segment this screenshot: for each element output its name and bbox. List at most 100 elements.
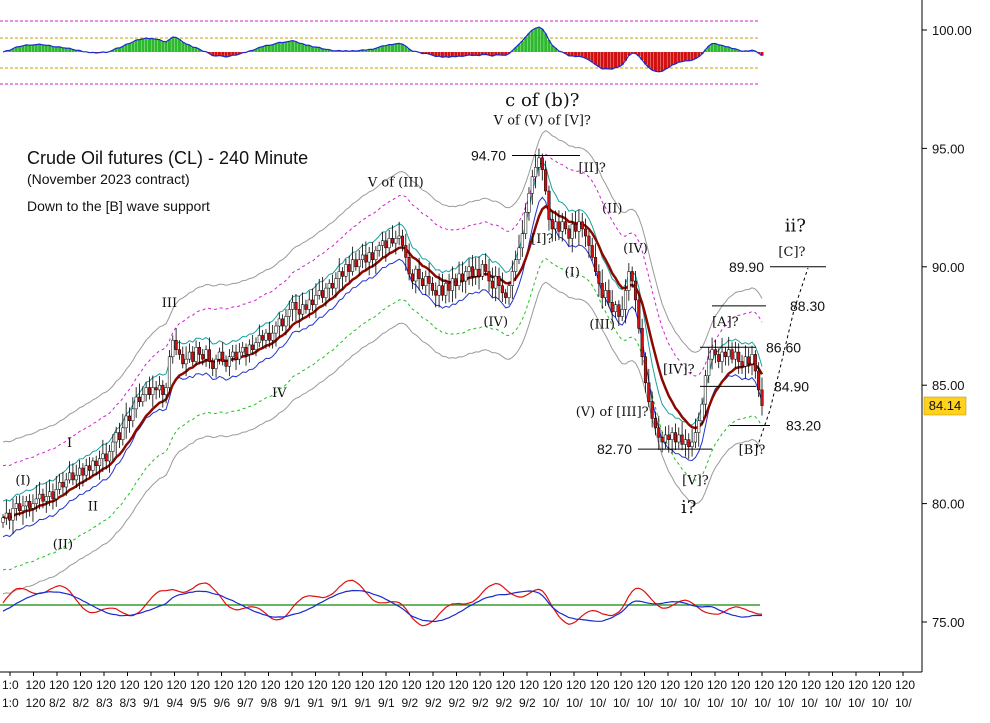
candle-body <box>261 335 265 341</box>
wave-label: [IV]? <box>663 362 695 377</box>
candle-body <box>194 347 198 362</box>
candle-body <box>507 285 511 298</box>
wave-label: (III) <box>589 317 615 332</box>
wave-label: (IV) <box>623 242 648 257</box>
candle-body <box>730 349 734 360</box>
candle-body <box>570 223 574 239</box>
candle-body <box>384 240 388 249</box>
candle-body <box>4 512 8 519</box>
time-tick-label: 120 <box>26 678 46 692</box>
candle-body <box>1 517 5 523</box>
candle-body <box>107 451 112 462</box>
candle-body <box>297 309 301 315</box>
candle-body <box>727 349 731 358</box>
candle-body <box>410 273 415 282</box>
time-tick-label: 120 <box>801 678 821 692</box>
candle-body <box>580 221 584 230</box>
date-tick-label: 8/2 <box>49 696 66 710</box>
candle-body <box>134 396 138 410</box>
date-tick-label: 9/1 <box>284 696 301 710</box>
candle-body <box>447 283 451 291</box>
time-tick-label: 120 <box>378 678 398 692</box>
candle-body <box>427 276 431 284</box>
projection-path <box>756 267 809 449</box>
candle-body <box>540 157 544 170</box>
candle-body <box>154 387 158 391</box>
candle-body <box>317 290 321 296</box>
time-tick-label: 120 <box>872 678 892 692</box>
candle-body <box>124 415 128 429</box>
candle-body <box>221 351 225 362</box>
candle-body <box>294 302 298 310</box>
wave-label: c of (b)? <box>505 90 579 111</box>
date-tick-label: 9/2 <box>402 696 419 710</box>
candle-body <box>627 271 631 291</box>
candle-body <box>174 339 178 350</box>
time-tick-label: 120 <box>707 678 727 692</box>
candle-body <box>650 401 654 419</box>
price-tick-label: 90.00 <box>932 260 965 275</box>
candle-body <box>8 512 12 521</box>
candle-body <box>41 493 45 502</box>
time-tick-label: 120 <box>566 678 586 692</box>
candle-body <box>660 437 664 443</box>
candle-body <box>197 347 201 355</box>
candle-body <box>191 351 195 362</box>
candle-body <box>520 233 524 249</box>
wave-label: ii? <box>785 215 806 236</box>
level-label: 83.20 <box>786 417 821 433</box>
date-tick-label: 9/6 <box>214 696 231 710</box>
candle-body <box>44 496 48 502</box>
candle-body <box>470 266 474 277</box>
candle-body <box>400 235 405 246</box>
wave-label: (II) <box>53 538 73 553</box>
candle-body <box>457 273 461 286</box>
candle-body <box>444 283 448 296</box>
candle-body <box>517 247 521 260</box>
candle-body <box>564 221 568 230</box>
time-tick-label: 120 <box>895 678 915 692</box>
band-upper-dashed <box>2 153 763 467</box>
date-tick-label: 10/ <box>754 696 771 710</box>
time-tick-label: 120 <box>637 678 657 692</box>
candle-body <box>693 432 697 443</box>
chart-subtitle: (November 2023 contract) <box>27 171 190 187</box>
time-tick-label: 120 <box>660 678 680 692</box>
candle-body <box>460 273 464 282</box>
candle-body <box>204 349 208 360</box>
candle-body <box>51 491 55 500</box>
date-tick-label: 10/ <box>778 696 795 710</box>
candle-body <box>337 271 341 279</box>
candle-body <box>121 427 125 440</box>
candle-body <box>18 503 22 511</box>
chart-title: Crude Oil futures (CL) - 240 Minute <box>27 148 308 168</box>
candle-body <box>341 271 345 277</box>
candle-body <box>394 238 398 244</box>
osc-signal-line <box>2 26 763 73</box>
candle-body <box>314 294 318 305</box>
price-tick-label: 80.00 <box>932 497 965 512</box>
candle-body <box>537 157 541 168</box>
candle-body <box>487 271 491 282</box>
date-tick-label: 10/ <box>660 696 677 710</box>
candle-body <box>560 221 564 232</box>
date-tick-label: 10/ <box>684 696 701 710</box>
candle-body <box>717 354 721 362</box>
candle-body <box>38 493 42 500</box>
candle-body <box>683 439 687 445</box>
candle-body <box>111 441 115 452</box>
band-lower-dashed <box>2 257 763 571</box>
stochastic-panel <box>0 579 762 627</box>
candle-body <box>114 432 118 443</box>
candle-body <box>31 503 35 509</box>
price-tick-label: 100.00 <box>932 23 972 38</box>
candle-body <box>610 302 614 313</box>
candle-body <box>144 387 148 395</box>
time-tick-label: 120 <box>684 678 704 692</box>
candle-body <box>440 285 444 296</box>
candle-body <box>84 465 88 476</box>
candle-body <box>700 403 704 421</box>
date-tick-label: 9/2 <box>496 696 513 710</box>
candle-body <box>54 489 58 500</box>
candle-body <box>450 278 454 291</box>
